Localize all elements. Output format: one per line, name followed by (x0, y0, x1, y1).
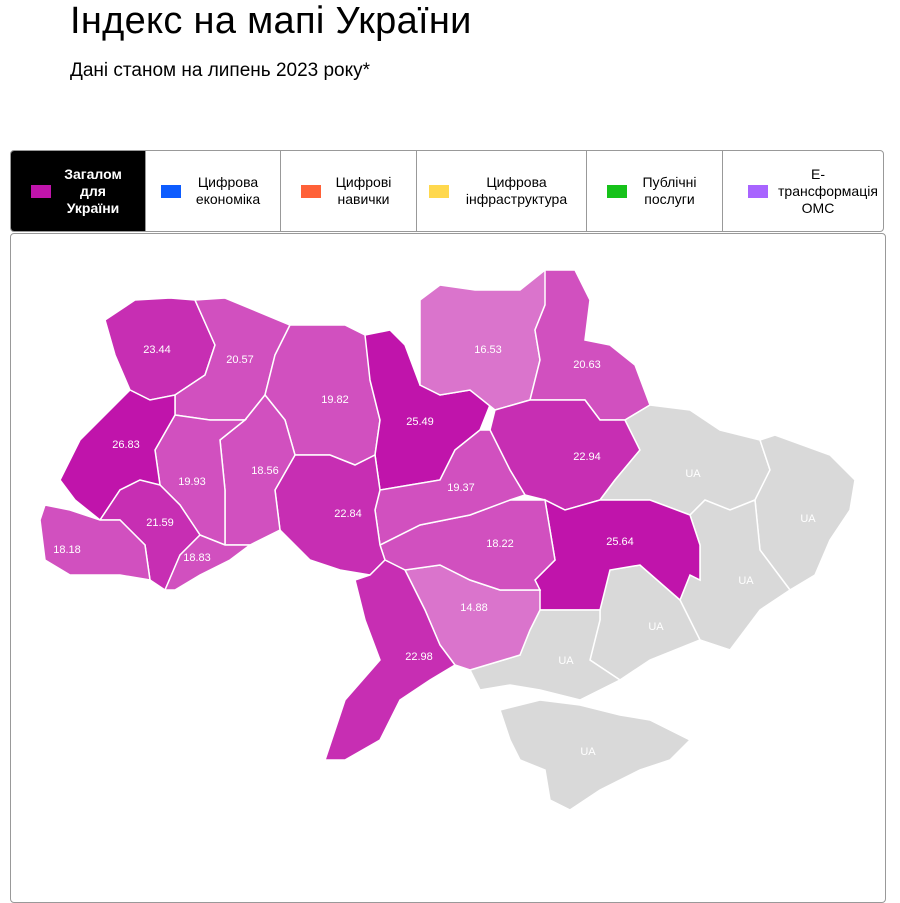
region-value-label: 22.84 (334, 508, 362, 520)
region-value-label: 26.83 (112, 439, 140, 451)
indicator-tabs: Загалом для України Цифрова економіка Ци… (10, 150, 884, 232)
region-vinnytsia[interactable] (274, 453, 386, 576)
tab-label: Е-трансформація ОМС (778, 165, 878, 216)
tab-digital-economy[interactable]: Цифрова економіка (146, 151, 281, 231)
region-value-label: 20.57 (226, 354, 254, 366)
region-value-label: UA (558, 655, 574, 667)
region-value-label: 23.44 (143, 344, 171, 356)
color-swatch-icon (607, 184, 627, 198)
region-value-label: 19.37 (447, 482, 475, 494)
region-value-label: 18.56 (251, 465, 279, 477)
region-value-label: 18.18 (53, 544, 81, 556)
region-value-label: 22.98 (405, 651, 433, 663)
region-value-label: 21.59 (146, 517, 174, 529)
region-luhansk[interactable] (754, 434, 856, 591)
region-sumy[interactable] (529, 269, 651, 421)
region-value-label: 22.94 (573, 451, 601, 463)
page-subtitle: Дані станом на липень 2023 року* (70, 60, 371, 81)
page-title: Індекс на мапі України (70, 0, 472, 42)
region-value-label: 25.49 (406, 416, 434, 428)
tab-label: Публічні послуги (642, 174, 697, 207)
tab-digital-infrastructure[interactable]: Цифрова інфраструктура (417, 151, 587, 231)
tab-overall[interactable]: Загалом для України (11, 151, 146, 231)
region-value-label: UA (800, 513, 816, 525)
region-value-label: 18.83 (183, 552, 211, 564)
region-value-label: UA (648, 621, 664, 633)
tab-e-transformation[interactable]: Е-трансформація ОМС (723, 151, 883, 231)
region-value-label: 16.53 (474, 344, 502, 356)
region-odesa[interactable] (323, 559, 457, 761)
tab-public-services[interactable]: Публічні послуги (587, 151, 723, 231)
region-value-label: 20.63 (573, 359, 601, 371)
tab-label: Цифрові навички (335, 174, 392, 207)
color-swatch-icon (301, 184, 321, 198)
tab-label: Цифрова інфраструктура (465, 174, 568, 207)
region-value-label: 25.64 (606, 536, 634, 548)
region-value-label: UA (580, 746, 596, 758)
region-value-label: 14.88 (460, 602, 488, 614)
region-zakarpattia[interactable] (39, 504, 151, 581)
tab-label: Загалом для України (64, 165, 122, 216)
region-cherkasy[interactable] (374, 429, 527, 547)
tab-label: Цифрова економіка (195, 174, 261, 207)
tab-digital-skills[interactable]: Цифрові навички (281, 151, 417, 231)
region-value-label: UA (738, 575, 754, 587)
color-swatch-icon (429, 184, 449, 198)
color-swatch-icon (160, 184, 181, 198)
color-swatch-icon (748, 184, 768, 198)
region-value-label: 19.93 (178, 476, 206, 488)
color-swatch-icon (31, 184, 51, 198)
region-value-label: 18.22 (486, 538, 514, 550)
region-value-label: 19.82 (321, 394, 349, 406)
region-chernivtsi[interactable] (163, 534, 253, 591)
region-value-label: UA (685, 468, 701, 480)
region-crimea[interactable] (499, 699, 692, 811)
